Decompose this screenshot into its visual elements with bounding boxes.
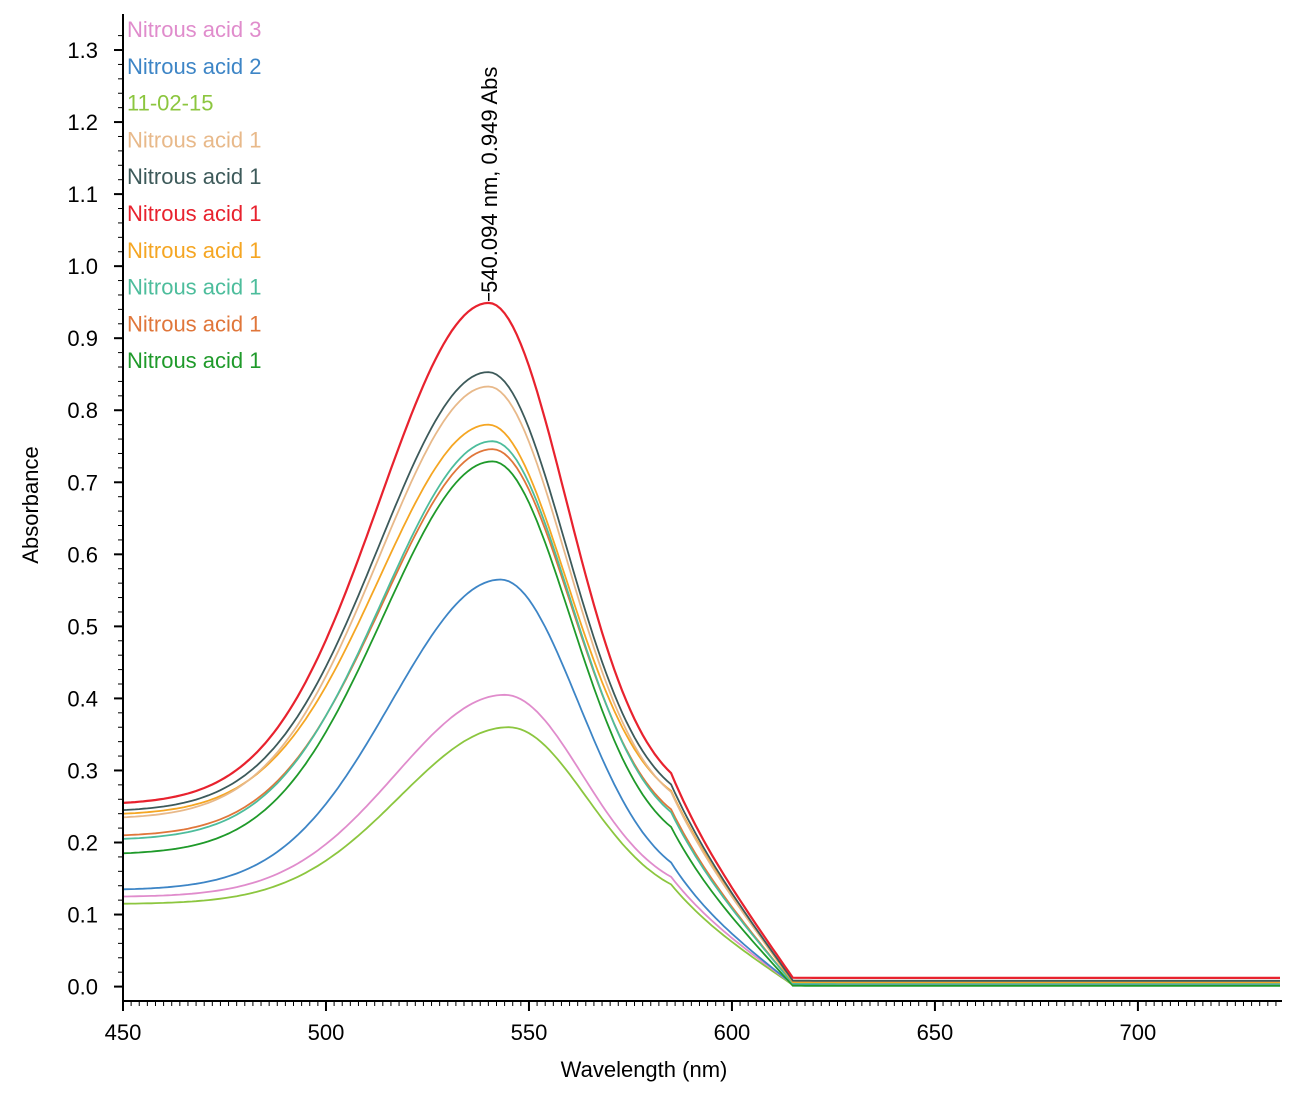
x-ticks: 450 500 550 600 650 700 <box>105 1001 1277 1045</box>
y-tick-label: 1.3 <box>67 38 98 63</box>
x-tick-label: 450 <box>105 1020 142 1045</box>
y-tick-label: 0.9 <box>67 326 98 351</box>
series-line <box>122 301 1280 979</box>
series-curves <box>122 301 1280 987</box>
y-tick-label: 1.2 <box>67 110 98 135</box>
y-tick-label: 0.7 <box>67 470 98 495</box>
series-line <box>122 440 1280 985</box>
legend-entry: Nitrous acid 1 <box>127 127 262 152</box>
x-tick-label: 650 <box>917 1020 954 1045</box>
y-tick-label: 0.2 <box>67 831 98 856</box>
legend-entry: Nitrous acid 1 <box>127 275 262 300</box>
legend-entry: Nitrous acid 1 <box>127 201 262 226</box>
series-line <box>123 693 1280 986</box>
legend-entry: Nitrous acid 1 <box>127 311 262 336</box>
x-tick-label: 550 <box>511 1020 548 1045</box>
x-tick-label: 700 <box>1120 1020 1157 1045</box>
x-tick-label: 600 <box>714 1020 751 1045</box>
y-tick-label: 0.0 <box>67 975 98 1000</box>
x-axis-title: Wavelength (nm) <box>561 1057 728 1082</box>
series-line <box>122 578 1280 986</box>
legend-entry: Nitrous acid 2 <box>127 54 262 79</box>
y-tick-label: 0.1 <box>67 903 98 928</box>
legend-entry: 11-02-15 <box>127 91 213 116</box>
y-tick-label: 0.4 <box>67 686 98 711</box>
y-tick-label: 1.0 <box>67 254 98 279</box>
legend: Nitrous acid 3 Nitrous acid 2 11-02-15 Nitr… <box>127 17 262 373</box>
series-line <box>122 423 1280 984</box>
series-line <box>122 460 1280 987</box>
peak-annotation: 540.094 nm, 0.949 Abs <box>477 67 502 301</box>
y-tick-label: 0.5 <box>67 614 98 639</box>
legend-entry: Nitrous acid 1 <box>127 164 262 189</box>
peak-annotation-label: 540.094 nm, 0.949 Abs <box>477 67 502 293</box>
series-line <box>123 726 1280 987</box>
y-ticks: 0.0 0.1 0.2 0.3 0.4 0.5 0.6 0.7 0.8 0.9 1.0 1.1 1.2 1… <box>67 35 123 1000</box>
y-tick-label: 0.3 <box>67 758 98 783</box>
legend-entry: Nitrous acid 3 <box>127 17 262 42</box>
y-tick-label: 0.6 <box>67 542 98 567</box>
series-line <box>122 385 1280 982</box>
x-tick-label: 500 <box>308 1020 345 1045</box>
axes <box>122 14 1282 1002</box>
y-tick-label: 0.8 <box>67 398 98 423</box>
series-line <box>122 371 1280 982</box>
legend-entry: Nitrous acid 1 <box>127 348 262 373</box>
y-axis-title: Absorbance <box>18 446 43 563</box>
legend-entry: Nitrous acid 1 <box>127 238 262 263</box>
y-tick-label: 1.1 <box>67 182 98 207</box>
